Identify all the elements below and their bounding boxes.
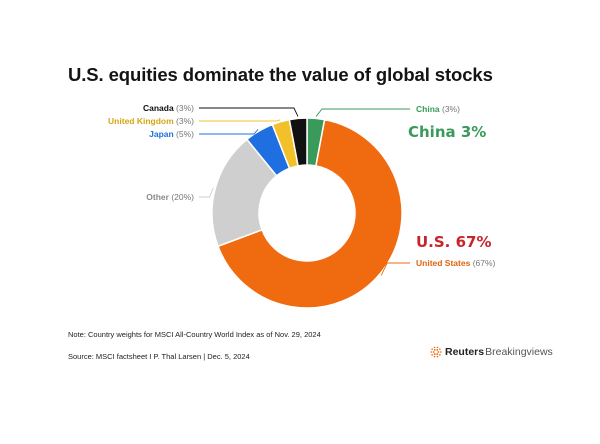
leader-canada — [199, 107, 299, 117]
leader-china — [315, 108, 410, 117]
logo-dot — [433, 346, 436, 349]
slice-united-states — [217, 118, 403, 309]
china-callout: China 3% — [408, 123, 486, 141]
logo-dot — [437, 351, 440, 353]
leader-united-kingdom — [199, 119, 281, 122]
leader-japan — [199, 128, 259, 135]
leader-united-states — [380, 262, 410, 276]
logo-dot — [436, 346, 439, 349]
chart-note: Note: Country weights for MSCI All-Count… — [68, 330, 321, 339]
chart-title: U.S. equities dominate the value of glob… — [68, 64, 493, 85]
brand-breakingviews: Breakingviews — [485, 346, 553, 358]
label-other: Other (20%) — [146, 192, 194, 202]
logo-dot — [433, 353, 436, 355]
logo-dot — [436, 355, 439, 358]
us-callout: U.S. 67% — [416, 233, 492, 251]
slice-labels: China (3%) United States (67%) Other (20%)… — [108, 103, 495, 268]
chart-source: Source: MSCI factsheet I P. Thal Larsen … — [68, 352, 250, 361]
label-united-states: United States (67%) — [416, 258, 496, 268]
logo-dot — [436, 349, 439, 351]
logo-dot — [430, 351, 432, 353]
donut-slices — [211, 117, 403, 309]
logo-dot — [433, 349, 436, 351]
logo-dot — [439, 354, 441, 356]
reuters-breakingviews-logo: Reuters Breakingviews — [430, 346, 553, 358]
logo-dot — [436, 353, 439, 355]
label-canada: Canada (3%) — [143, 103, 194, 113]
logo-dot — [440, 351, 442, 353]
logo-dot — [432, 351, 435, 353]
logo-dot — [439, 348, 441, 350]
brand-reuters: Reuters — [445, 346, 485, 358]
reuters-logo-icon — [430, 346, 442, 358]
slice-canada — [288, 117, 308, 167]
label-japan: Japan (5%) — [149, 129, 194, 139]
label-united-kingdom: United Kingdom (3%) — [108, 116, 194, 126]
label-leader-lines — [199, 107, 410, 276]
logo-dot — [431, 354, 433, 356]
leader-other — [199, 187, 214, 198]
logo-dot — [433, 355, 436, 358]
label-china: China (3%) — [416, 104, 460, 114]
logo-dot — [431, 348, 433, 350]
